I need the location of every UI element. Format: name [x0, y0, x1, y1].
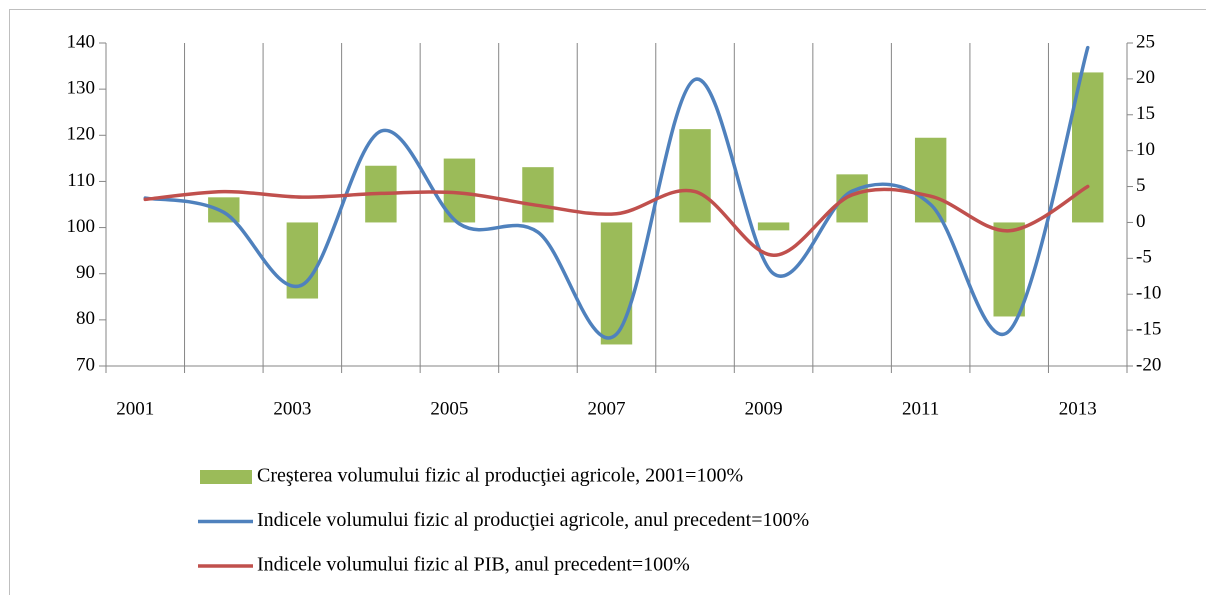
bar — [993, 222, 1025, 317]
x-tick-label: 2013 — [1059, 398, 1097, 419]
y2-tick-label: -15 — [1136, 318, 1161, 339]
x-tick-label: 2005 — [430, 398, 468, 419]
y-tick-label: 100 — [67, 216, 96, 237]
x-tick-label: 2001 — [116, 398, 154, 419]
line — [143, 45, 1090, 340]
x-tick-label: 2009 — [745, 398, 783, 419]
x-tick-label: 2003 — [273, 398, 311, 419]
y2-tick-label: -10 — [1136, 283, 1161, 304]
x-tick-label: 2007 — [588, 398, 626, 419]
legend-label: Indicele volumului fizic al PIB, anul pr… — [257, 554, 690, 576]
y-tick-label: 140 — [67, 31, 96, 52]
y-tick-label: 90 — [76, 262, 95, 283]
bar — [679, 129, 711, 223]
legend-swatch — [200, 470, 252, 484]
y2-tick-label: 20 — [1136, 67, 1155, 88]
y2-tick-label: 15 — [1136, 103, 1155, 124]
y2-tick-label: 5 — [1136, 175, 1146, 196]
bar — [522, 167, 554, 223]
chart-frame — [9, 9, 1206, 595]
y-tick-label: 130 — [67, 78, 96, 99]
y-tick-label: 120 — [67, 124, 96, 145]
bar — [914, 137, 947, 223]
y-tick-label: 80 — [76, 308, 95, 329]
y2-tick-label: 25 — [1136, 31, 1155, 52]
y-tick-label: 110 — [67, 170, 95, 191]
y2-tick-label: -5 — [1136, 247, 1152, 268]
bar — [600, 222, 633, 345]
y2-tick-label: 10 — [1136, 139, 1155, 160]
y-tick-label: 70 — [76, 354, 95, 375]
bar — [757, 222, 790, 231]
y2-tick-label: 0 — [1136, 211, 1146, 232]
legend-label: Indicele volumului fizic al producţiei a… — [257, 509, 809, 531]
line — [143, 184, 1090, 258]
legend-label: Creşterea volumului fizic al producţiei … — [257, 465, 743, 487]
y2-tick-label: -20 — [1136, 354, 1161, 375]
bar — [208, 197, 240, 223]
x-tick-label: 2011 — [902, 398, 939, 419]
